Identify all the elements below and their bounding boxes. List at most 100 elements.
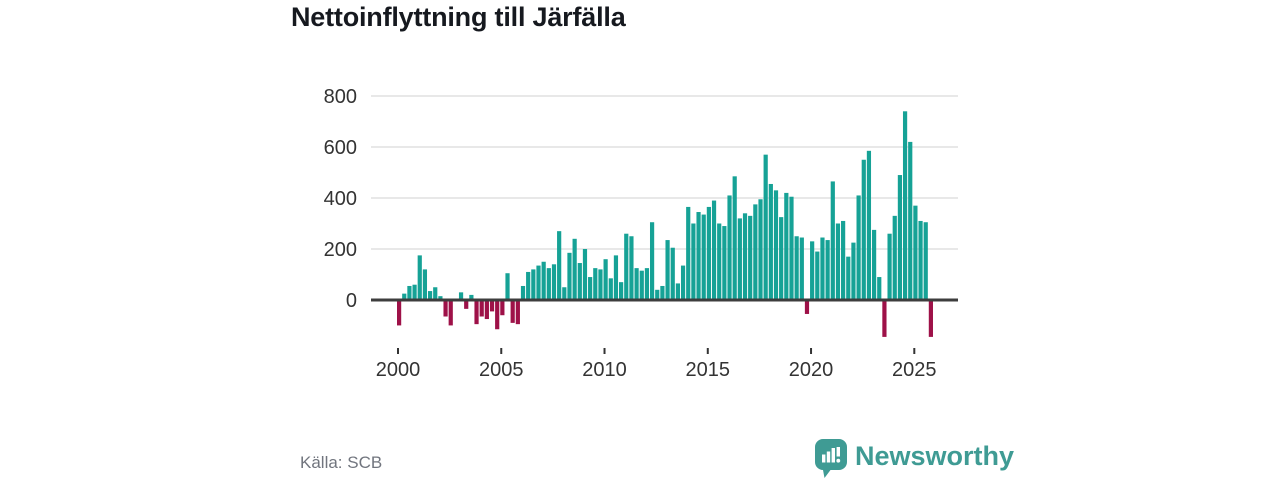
bar-2018-Q1 xyxy=(768,183,773,300)
bar-2021-Q3 xyxy=(841,220,846,300)
chart-title: Nettoinflyttning till Järfälla xyxy=(291,2,626,32)
bar-2008-Q4 xyxy=(577,263,582,300)
bar-2019-Q3 xyxy=(799,237,804,300)
bar-2012-Q4 xyxy=(660,285,665,300)
bar-2013-Q1 xyxy=(665,240,670,300)
bar-2016-Q2 xyxy=(732,176,737,300)
bar-2007-Q2 xyxy=(546,268,551,300)
bar-2014-Q3 xyxy=(696,212,701,300)
bar-2021-Q2 xyxy=(835,223,841,300)
x-axis-label-2010: 2010 xyxy=(582,359,627,381)
y-axis-label-0: 0 xyxy=(346,290,357,312)
bar-2008-Q3 xyxy=(572,238,577,300)
bar-2022-Q3 xyxy=(861,159,866,300)
bar-2024-Q1 xyxy=(892,215,897,300)
bar-chart-svg: 0 200 400 600 800 2000 2005 2010 2015 2020 2025 xyxy=(324,86,958,381)
bar-2006-Q4 xyxy=(536,265,541,300)
bar-2001-Q1 xyxy=(417,255,422,300)
bar-2001-Q3 xyxy=(427,291,433,300)
x-axis-label-2005: 2005 xyxy=(479,359,524,381)
newsworthy-wordmark: Newsworthy xyxy=(855,441,1015,471)
bar-2025-Q4 xyxy=(928,301,933,337)
bar-2019-Q1 xyxy=(789,196,794,300)
bar-2020-Q2 xyxy=(815,251,820,300)
bar-2005-Q1 xyxy=(500,301,505,316)
bar-2002-Q3 xyxy=(448,301,453,326)
bar-2017-Q2 xyxy=(753,204,758,300)
bar-2011-Q3 xyxy=(634,268,639,300)
bar-2001-Q4 xyxy=(433,287,438,300)
bar-2005-Q3 xyxy=(510,301,515,323)
bar-2011-Q2 xyxy=(629,236,634,300)
bar-2025-Q3 xyxy=(923,222,928,300)
bar-2015-Q2 xyxy=(711,200,717,300)
bar-2019-Q2 xyxy=(794,236,799,300)
x-axis-label-2020: 2020 xyxy=(789,359,834,381)
bar-2020-Q3 xyxy=(820,237,825,300)
bar-2014-Q1 xyxy=(686,206,691,300)
bar-2013-Q3 xyxy=(675,283,681,300)
bar-2020-Q1 xyxy=(810,241,815,300)
bar-2014-Q4 xyxy=(701,214,706,300)
bar-2018-Q2 xyxy=(773,190,779,300)
newsworthy-speech-bubble-barchart-icon xyxy=(815,439,847,478)
y-axis-label-200: 200 xyxy=(324,239,357,261)
bar-2012-Q2 xyxy=(649,222,655,300)
bar-2017-Q3 xyxy=(758,199,763,300)
bar-2022-Q4 xyxy=(866,150,872,300)
bar-2004-Q1 xyxy=(479,301,484,317)
bar-2010-Q1 xyxy=(603,259,608,300)
bar-2021-Q1 xyxy=(830,181,835,300)
bar-2008-Q1 xyxy=(562,287,567,300)
bar-2019-Q4 xyxy=(804,301,810,314)
bar-2014-Q2 xyxy=(691,223,696,300)
bar-2010-Q3 xyxy=(613,255,619,300)
bar-2012-Q1 xyxy=(644,268,650,300)
bar-2006-Q1 xyxy=(520,285,526,300)
bar-2004-Q2 xyxy=(484,301,489,320)
bar-2017-Q1 xyxy=(748,215,753,300)
bar-2011-Q4 xyxy=(639,270,644,300)
bar-2004-Q4 xyxy=(495,301,500,330)
newsworthy-logo[interactable]: Newsworthy xyxy=(815,439,1014,479)
bar-2003-Q1 xyxy=(458,292,464,300)
bar-2011-Q1 xyxy=(624,233,629,300)
bar-2006-Q3 xyxy=(531,269,536,300)
bar-2009-Q2 xyxy=(588,277,593,300)
y-axis-label-600: 600 xyxy=(324,137,357,159)
bar-2023-Q4 xyxy=(887,233,892,300)
bar-2008-Q2 xyxy=(567,252,572,300)
bar-2016-Q3 xyxy=(737,218,742,300)
bar-2007-Q3 xyxy=(551,264,557,300)
bar-2025-Q1 xyxy=(913,205,918,300)
bar-2000-Q3 xyxy=(407,285,412,300)
bar-2007-Q4 xyxy=(557,231,562,300)
bar-2020-Q4 xyxy=(825,240,830,300)
bar-2003-Q2 xyxy=(464,301,469,309)
bar-2003-Q3 xyxy=(469,294,474,300)
bar-2005-Q2 xyxy=(505,273,510,300)
bar-2023-Q1 xyxy=(871,229,877,300)
bar-2004-Q3 xyxy=(489,301,495,312)
bar-2009-Q3 xyxy=(593,268,598,300)
bar-2018-Q4 xyxy=(784,192,789,300)
bar-2013-Q4 xyxy=(680,265,686,300)
bar-2021-Q4 xyxy=(846,256,851,300)
bar-2007-Q1 xyxy=(541,261,546,300)
bar-2006-Q2 xyxy=(526,271,531,300)
source-label: Källa: SCB xyxy=(300,453,383,472)
bar-2024-Q2 xyxy=(897,175,903,300)
bar-2015-Q4 xyxy=(722,226,727,300)
bar-2022-Q1 xyxy=(851,242,856,300)
bar-2016-Q1 xyxy=(727,195,732,300)
bar-2023-Q2 xyxy=(877,277,882,300)
bar-2015-Q1 xyxy=(706,206,711,300)
bar-2025-Q2 xyxy=(918,220,923,300)
bar-2005-Q4 xyxy=(515,301,520,325)
x-axis-label-2000: 2000 xyxy=(376,359,421,381)
bar-2000-Q2 xyxy=(402,293,407,300)
bar-2003-Q4 xyxy=(474,301,479,325)
bar-2015-Q3 xyxy=(717,223,722,300)
bar-2010-Q4 xyxy=(619,282,624,300)
bar-chart: 0 200 400 600 800 2000 2005 2010 2015 2020 2025 xyxy=(300,80,990,390)
